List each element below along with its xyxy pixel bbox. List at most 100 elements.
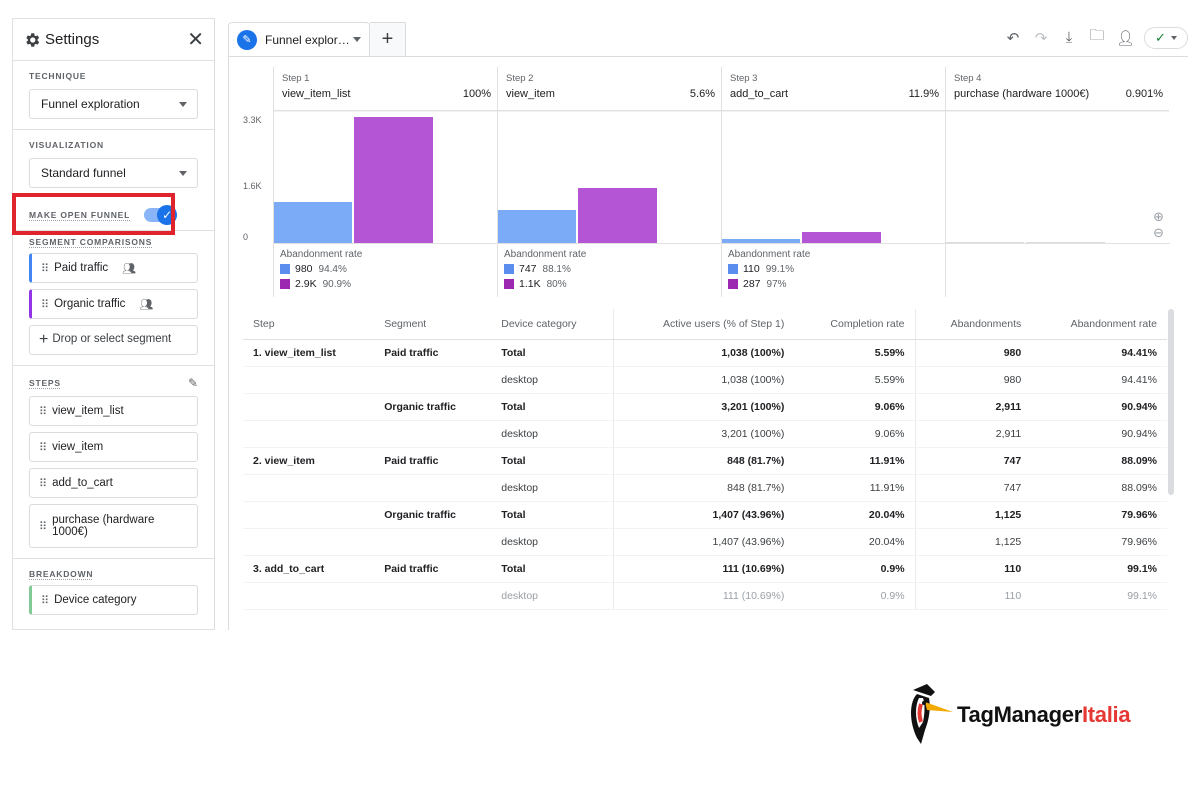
share-user-icon[interactable]: 👤︎ xyxy=(1116,29,1136,47)
funnel-step[interactable]: Step 4 purchase (hardware 1000€) 0.901% xyxy=(945,67,1170,297)
undo-icon[interactable]: ↶ xyxy=(1006,29,1020,47)
technique-dropdown[interactable]: Funnel exploration xyxy=(29,89,198,119)
legend-swatch xyxy=(728,279,738,289)
table-row[interactable]: 1. view_item_list Paid traffic Total 1,038 … xyxy=(243,339,1167,367)
column-header[interactable]: Abandonment rate xyxy=(1031,309,1167,340)
zoom-out-icon[interactable]: ⊖ xyxy=(1153,225,1164,240)
table-row[interactable]: desktop 1,038 (100%) 5.59% 980 94.41% xyxy=(243,366,1167,394)
step-percent: 100% xyxy=(462,88,491,100)
step-number: Step 1 xyxy=(282,73,310,84)
abandonment-row: 980 94.4% xyxy=(280,263,498,275)
drag-handle-icon[interactable]: ⠿ xyxy=(39,520,47,533)
table-cell: 111 (10.69%) xyxy=(612,555,795,583)
table-cell xyxy=(243,582,375,610)
table-cell: desktop xyxy=(491,474,614,502)
funnel-step[interactable]: Step 1 view_item_list 100% Abandonment r… xyxy=(273,67,498,297)
segment-name: Paid traffic xyxy=(54,262,109,274)
pencil-icon[interactable]: ✎ xyxy=(187,376,198,390)
table-cell: 79.96% xyxy=(1031,528,1167,556)
step-header: Step 2 view_item 5.6% xyxy=(498,67,721,111)
table-row[interactable]: desktop 1,407 (43.96%) 20.04% 1,125 79.96% xyxy=(243,528,1167,556)
table-cell: Total xyxy=(491,555,614,583)
table-cell: 2,911 xyxy=(914,420,1032,448)
legend-swatch xyxy=(280,279,290,289)
steps-section: STEPS ✎ ⠿ view_item_list ⠿ view_item ⠿ add_… xyxy=(13,366,214,559)
table-cell: 2,911 xyxy=(914,393,1032,421)
column-header[interactable]: Step xyxy=(243,309,375,340)
add-tab-button[interactable]: + xyxy=(370,22,406,56)
open-funnel-toggle[interactable]: ✓ xyxy=(144,205,178,225)
scrollbar[interactable] xyxy=(1168,309,1174,495)
abandonment-rate: 97% xyxy=(766,278,787,290)
table-cell: desktop xyxy=(491,420,614,448)
funnel-step[interactable]: Step 2 view_item 5.6% Abandonment rate 7… xyxy=(497,67,722,297)
step-name: add_to_cart xyxy=(52,477,113,489)
tab-funnel-exploration[interactable]: ✎ Funnel explor… xyxy=(228,22,370,56)
folder-move-icon[interactable]: 🗀︎ xyxy=(1089,27,1105,44)
add-segment-button[interactable]: + Drop or select segment xyxy=(29,325,198,355)
bar-paid-traffic[interactable] xyxy=(498,209,576,243)
zoom-in-icon[interactable]: ⊕ xyxy=(1153,209,1164,224)
step-chip[interactable]: ⠿ add_to_cart xyxy=(29,468,198,498)
step-percent: 5.6% xyxy=(689,88,715,100)
chevron-down-icon xyxy=(179,101,187,107)
table-cell: 79.96% xyxy=(1031,501,1167,529)
column-header[interactable]: Segment xyxy=(374,309,492,340)
bar-organic-traffic[interactable] xyxy=(1026,242,1105,243)
table-cell xyxy=(243,474,375,502)
drag-handle-icon[interactable]: ⠿ xyxy=(41,262,49,275)
table-row[interactable]: Organic traffic Total 3,201 (100%) 9.06% 2,9… xyxy=(243,393,1167,421)
table-cell: 3,201 (100%) xyxy=(612,393,795,421)
column-header[interactable]: Completion rate xyxy=(794,309,916,340)
table-cell: 2. view_item xyxy=(243,447,375,475)
step-chip[interactable]: ⠿ purchase (hardware 1000€) xyxy=(29,504,198,548)
people-icon: 👥︎ xyxy=(122,262,137,275)
column-header[interactable]: Active users (% of Step 1) xyxy=(612,309,795,340)
table-cell: 1,125 xyxy=(914,528,1032,556)
table-cell: 88.09% xyxy=(1031,447,1167,475)
table-row[interactable]: Organic traffic Total 1,407 (43.96%) 20.04%… xyxy=(243,501,1167,529)
breakdown-chip[interactable]: ⠿ Device category xyxy=(29,585,198,615)
segment-chip-paid[interactable]: ⠿ Paid traffic 👥︎ xyxy=(29,253,198,283)
drag-handle-icon[interactable]: ⠿ xyxy=(39,441,47,454)
bar-paid-traffic[interactable] xyxy=(722,238,800,243)
status-dropdown[interactable]: ✓ xyxy=(1144,26,1188,49)
abandonment-block: Abandonment rate 747 88.1% 1.1K 80% xyxy=(498,243,722,290)
bar-organic-traffic[interactable] xyxy=(578,187,657,243)
column-header[interactable]: Abandonments xyxy=(914,309,1032,340)
table-cell: 848 (81.7%) xyxy=(612,474,795,502)
table-row[interactable]: desktop 848 (81.7%) 11.91% 747 88.09% xyxy=(243,474,1167,502)
bar-organic-traffic[interactable] xyxy=(354,116,433,243)
bar-paid-traffic[interactable] xyxy=(946,242,1024,243)
redo-icon[interactable]: ↷ xyxy=(1034,29,1048,47)
download-icon[interactable]: ⤓ xyxy=(1065,29,1073,46)
segment-label: SEGMENT COMPARISONS xyxy=(29,237,153,247)
drag-handle-icon[interactable]: ⠿ xyxy=(39,405,47,418)
abandonment-block xyxy=(946,243,1170,249)
drag-handle-icon[interactable]: ⠿ xyxy=(41,298,49,311)
bar-organic-traffic[interactable] xyxy=(802,231,881,243)
close-icon[interactable]: ✕ xyxy=(187,28,204,51)
funnel-table: Step Segment Device category Active users (… xyxy=(243,309,1167,610)
abandonment-value: 747 xyxy=(519,263,537,275)
funnel-chart: 3.3K 1.6K 0 Step 1 view_item_list 100% A… xyxy=(229,57,1174,297)
table-row[interactable]: desktop 111 (10.69%) 0.9% 110 99.1% xyxy=(243,582,1167,610)
table-cell xyxy=(374,420,492,448)
visualization-dropdown[interactable]: Standard funnel xyxy=(29,158,198,188)
funnel-step[interactable]: Step 3 add_to_cart 11.9% Abandonment rat… xyxy=(721,67,946,297)
table-row[interactable]: 3. add_to_cart Paid traffic Total 111 (10.6… xyxy=(243,555,1167,583)
table-cell xyxy=(374,582,492,610)
column-header[interactable]: Device category xyxy=(491,309,614,340)
segment-chip-organic[interactable]: ⠿ Organic traffic 👥︎ xyxy=(29,289,198,319)
table-row[interactable]: desktop 3,201 (100%) 9.06% 2,911 90.94% xyxy=(243,420,1167,448)
drag-handle-icon[interactable]: ⠿ xyxy=(41,594,49,607)
table-row[interactable]: 2. view_item Paid traffic Total 848 (81.7%)… xyxy=(243,447,1167,475)
bar-paid-traffic[interactable] xyxy=(274,202,352,243)
step-chip[interactable]: ⠿ view_item xyxy=(29,432,198,462)
table-cell: 20.04% xyxy=(794,501,916,529)
table-cell: 980 xyxy=(914,366,1032,394)
drag-handle-icon[interactable]: ⠿ xyxy=(39,477,47,490)
toolbar: ↶ ↷ ⤓ 🗀︎ 👤︎ ✓ xyxy=(1004,25,1188,50)
step-chip[interactable]: ⠿ view_item_list xyxy=(29,396,198,426)
chevron-down-icon[interactable] xyxy=(353,37,361,42)
